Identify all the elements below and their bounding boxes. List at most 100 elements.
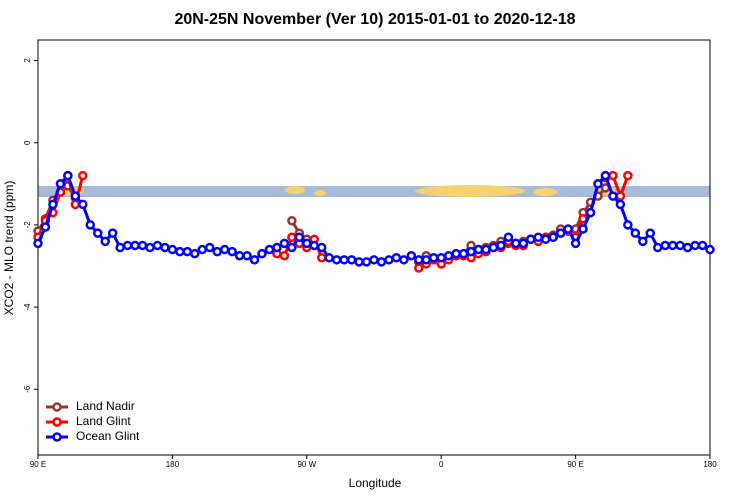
point [406,250,417,261]
point [107,228,118,238]
point [555,228,566,238]
chart-title: 20N-25N November (Ver 10) 2015-01-01 to … [174,11,575,28]
point [354,257,364,267]
point [608,191,618,201]
x-tick-label: 90 W [297,460,316,469]
point [660,240,670,251]
point [339,255,349,265]
point [287,242,297,253]
point [503,232,514,242]
point [488,242,499,253]
point [115,242,125,253]
point [331,255,342,265]
legend-label: Land Glint [76,414,131,428]
point [630,228,641,238]
point [257,248,267,259]
y-tick-label: 0 [23,140,32,145]
x-tick-label: 90 E [30,460,46,469]
point [78,199,88,210]
point [690,240,700,251]
point [160,242,170,253]
point [100,236,110,247]
legend-label: Land Nadir [76,399,135,413]
x-axis-label: Longitude [349,476,402,490]
point [451,248,461,259]
point [652,242,663,253]
legend-marker [52,417,62,427]
point [615,199,626,210]
point [473,244,484,255]
point [697,240,708,251]
point [443,250,454,261]
point [167,244,178,255]
y-tick-label: 2 [23,58,32,63]
point [511,238,521,249]
point [533,232,544,242]
point [600,170,611,181]
y-tick-label: -6 [23,385,32,393]
point [436,253,446,263]
point [122,240,133,251]
point [33,238,43,249]
point [346,255,357,265]
point [563,224,573,234]
point [638,236,648,247]
point [705,244,715,255]
point [414,263,424,273]
point [518,238,529,249]
point [414,255,424,265]
point [242,250,252,261]
point [249,255,260,265]
y-axis-label: XCO2 - MLO trend (ppm) [2,181,16,316]
point [324,253,334,263]
point [40,222,51,232]
point [85,220,96,230]
point [70,191,81,201]
legend-label: Ocean Glint [76,429,140,443]
point [421,255,432,265]
point [496,240,506,251]
point [294,232,305,242]
y-tick-label: -2 [23,221,32,229]
x-tick-label: 180 [166,460,180,469]
point [197,244,208,255]
point [145,242,155,253]
legend-marker [52,402,62,412]
x-tick-label: 180 [703,460,717,469]
point [70,199,81,210]
point [585,207,596,218]
point [623,170,633,181]
point [48,199,58,210]
point [137,240,148,251]
point [593,179,603,189]
point [316,242,327,253]
point [130,240,140,251]
point [526,234,536,245]
point [234,250,245,261]
point [227,246,237,257]
point [287,216,297,226]
point [78,170,88,181]
point [219,244,230,255]
point [272,242,282,253]
point [578,224,588,234]
point [279,250,290,261]
point [428,253,439,263]
x-tick-label: 90 E [567,460,583,469]
point [615,191,626,201]
point [384,255,394,265]
y-tick-label: -4 [23,303,32,311]
point [667,240,678,251]
point [376,257,387,267]
point [675,240,685,251]
point [55,179,66,189]
point [302,238,312,249]
point [175,246,185,257]
x-tick-label: 0 [439,460,444,469]
legend-marker [52,432,62,442]
point [608,170,618,181]
point [287,232,297,242]
point [309,240,320,251]
point [361,257,372,267]
